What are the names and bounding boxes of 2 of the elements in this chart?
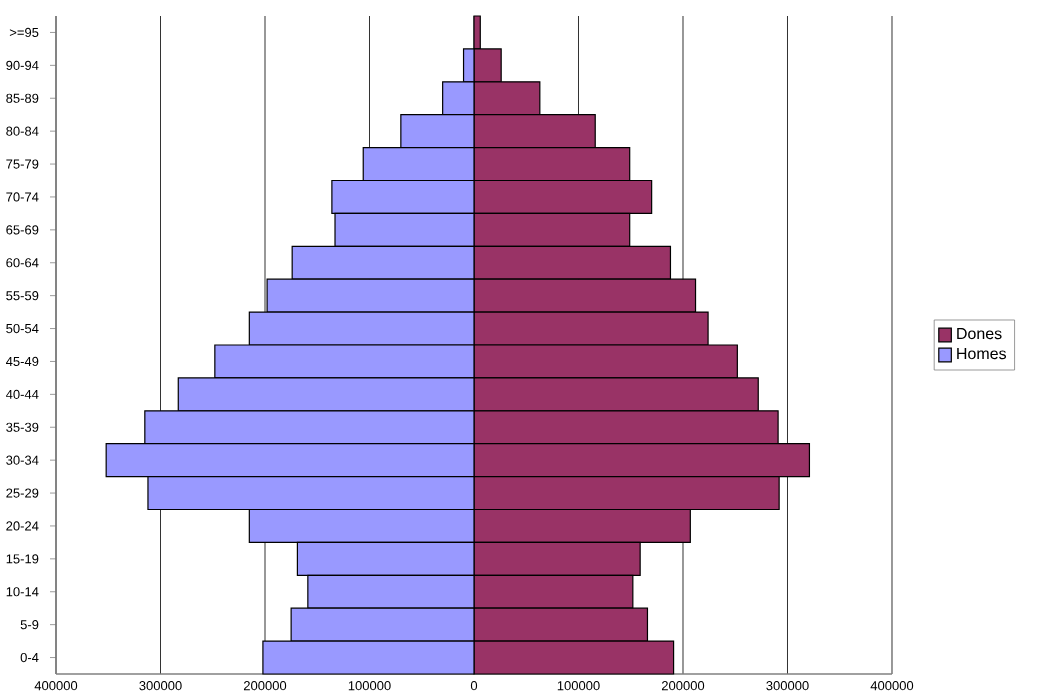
legend-label: Dones [957, 327, 1002, 340]
legend-label: Homes [957, 348, 1007, 360]
